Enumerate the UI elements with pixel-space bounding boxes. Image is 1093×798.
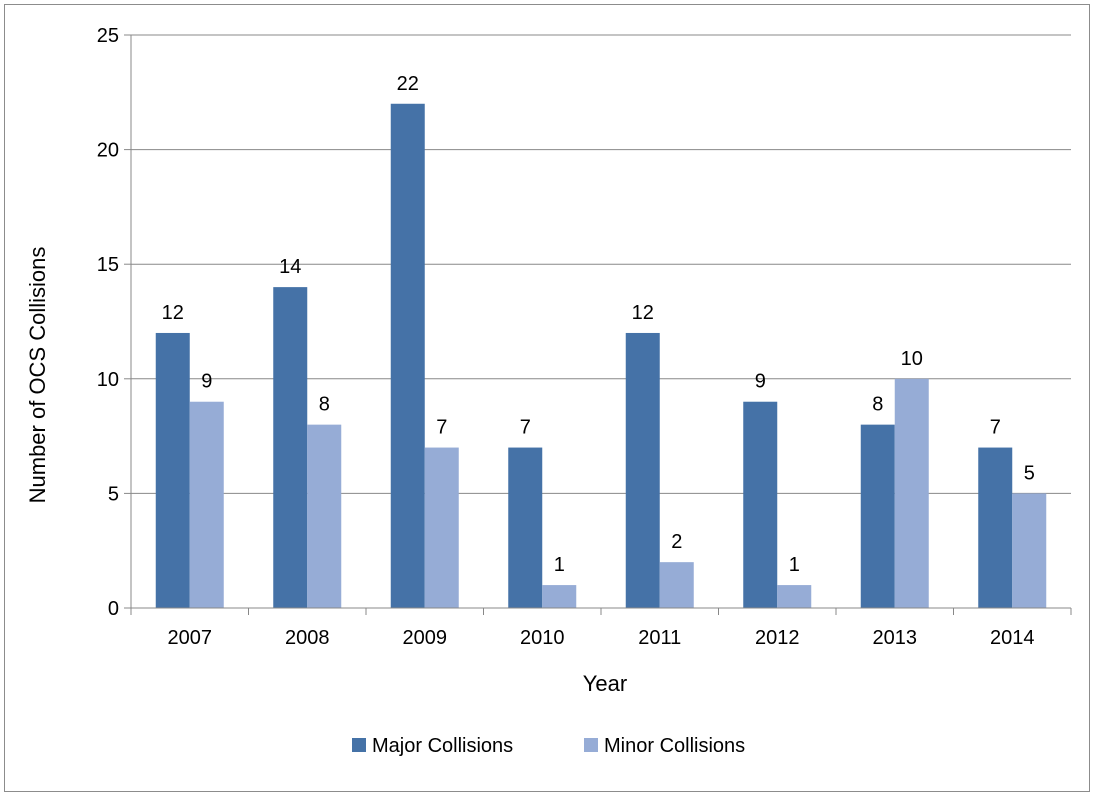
y-tick-label: 5	[108, 483, 119, 505]
y-tick-label: 15	[97, 254, 119, 276]
legend-swatch	[352, 738, 366, 752]
data-label: 1	[789, 554, 800, 576]
bar-minor-collisions-2011	[659, 562, 694, 608]
data-label: 7	[436, 417, 447, 439]
data-label: 1	[554, 554, 565, 576]
data-label: 5	[1024, 462, 1035, 484]
bar-minor-collisions-2007	[189, 401, 224, 608]
data-label: 12	[632, 302, 654, 324]
bar-major-collisions-2008	[273, 287, 308, 608]
bar-major-collisions-2014	[978, 447, 1013, 608]
x-tick-label: 2007	[168, 627, 213, 649]
bar-minor-collisions-2012	[777, 585, 812, 608]
bar-minor-collisions-2008	[307, 424, 342, 608]
legend-swatch	[584, 738, 598, 752]
x-tick-label: 2012	[755, 627, 800, 649]
x-tick-label: 2013	[873, 627, 918, 649]
y-axis-title: Number of OCS Collisions	[25, 247, 50, 504]
x-tick-label: 2010	[520, 627, 565, 649]
y-tick-label: 25	[97, 25, 119, 47]
bar-major-collisions-2013	[860, 424, 895, 608]
x-axis-title: Year	[583, 671, 627, 696]
legend-label: Major Collisions	[372, 735, 513, 757]
data-labels: 12 9 14 8 22 7 7 1 12 2 9 1 8 10 7 5	[162, 73, 1035, 576]
bar-minor-collisions-2010	[542, 585, 577, 608]
data-label: 10	[901, 348, 923, 370]
bar-major-collisions-2010	[508, 447, 543, 608]
data-label: 9	[201, 371, 212, 393]
y-tick-label: 10	[97, 369, 119, 391]
chart-frame: 0 5 10 15 20 25 2007 2008 2009 2010 2011 2012 2013 20…	[4, 4, 1090, 792]
data-label: 12	[162, 302, 184, 324]
x-tick-label: 2014	[990, 627, 1035, 649]
data-label: 22	[397, 73, 419, 95]
y-tick-label: 0	[108, 598, 119, 620]
data-label: 7	[990, 417, 1001, 439]
x-tick-label: 2009	[403, 627, 448, 649]
bar-minor-collisions-2013	[894, 378, 929, 608]
bar-minor-collisions-2009	[424, 447, 459, 608]
bar-minor-collisions-2014	[1012, 493, 1047, 608]
y-tick-label: 20	[97, 140, 119, 162]
data-label: 2	[671, 531, 682, 553]
data-label: 9	[755, 371, 766, 393]
data-label: 8	[872, 394, 883, 416]
bar-major-collisions-2012	[743, 401, 778, 608]
x-tick-label: 2011	[638, 627, 681, 649]
data-label: 14	[279, 256, 301, 278]
x-tick-label: 2008	[285, 627, 330, 649]
legend: Major Collisions Minor Collisions	[352, 735, 745, 757]
bar-major-collisions-2009	[390, 103, 425, 608]
bar-major-collisions-2011	[625, 332, 660, 608]
data-label: 7	[520, 417, 531, 439]
legend-label: Minor Collisions	[604, 735, 745, 757]
bar-major-collisions-2007	[155, 332, 190, 608]
gridlines	[131, 34, 1071, 494]
bars	[155, 103, 1047, 608]
data-label: 8	[319, 394, 330, 416]
